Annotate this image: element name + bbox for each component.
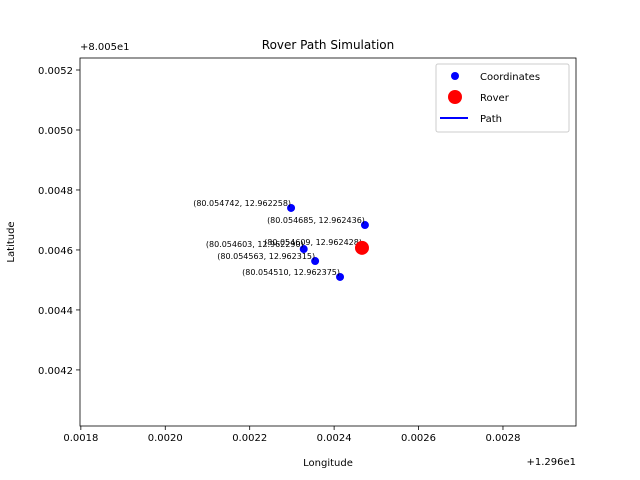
- x-offset-label: +1.296e1: [526, 457, 576, 468]
- legend-label: Coordinates: [480, 72, 540, 83]
- data-point: [311, 257, 320, 266]
- point-annotation: (80.054742, 12.962258): [193, 199, 291, 208]
- point-annotation: (80.054563, 12.962315): [217, 252, 315, 261]
- y-tick-label: 0.0050: [38, 126, 73, 137]
- point-annotation: (80.054685, 12.962436): [267, 216, 365, 225]
- data-point: [354, 240, 369, 255]
- data-point: [360, 221, 369, 230]
- data-point: [299, 245, 308, 254]
- y-tick-label: 0.0048: [38, 186, 73, 197]
- data-point: [287, 203, 296, 212]
- x-tick-label: 0.0024: [317, 433, 352, 444]
- legend-label: Rover: [480, 93, 510, 104]
- x-axis-label: Longitude: [303, 458, 353, 469]
- x-tick-label: 0.0028: [485, 433, 520, 444]
- x-tick-label: 0.0020: [148, 433, 183, 444]
- chart-title: Rover Path Simulation: [262, 38, 394, 52]
- legend-marker: [448, 90, 462, 104]
- x-tick-label: 0.0022: [232, 433, 267, 444]
- point-annotation: (80.054510, 12.962375): [242, 268, 340, 277]
- point-annotation: (80.054609, 12.962428): [264, 238, 362, 247]
- x-tick-label: 0.0026: [401, 433, 436, 444]
- y-axis-label: Latitude: [6, 221, 17, 262]
- legend-marker: [451, 72, 459, 80]
- x-tick-label: 0.0018: [63, 433, 98, 444]
- y-tick-label: 0.0052: [38, 66, 73, 77]
- y-offset-label: +8.005e1: [80, 42, 130, 53]
- y-tick-label: 0.0046: [38, 246, 73, 257]
- point-annotation: (80.054603, 12.962290): [206, 240, 304, 249]
- data-point: [336, 272, 345, 281]
- plot-frame: [79, 57, 577, 427]
- y-tick-label: 0.0044: [38, 306, 73, 317]
- y-tick-label: 0.0042: [38, 366, 73, 377]
- legend-label: Path: [480, 114, 502, 125]
- legend-box: [435, 63, 570, 133]
